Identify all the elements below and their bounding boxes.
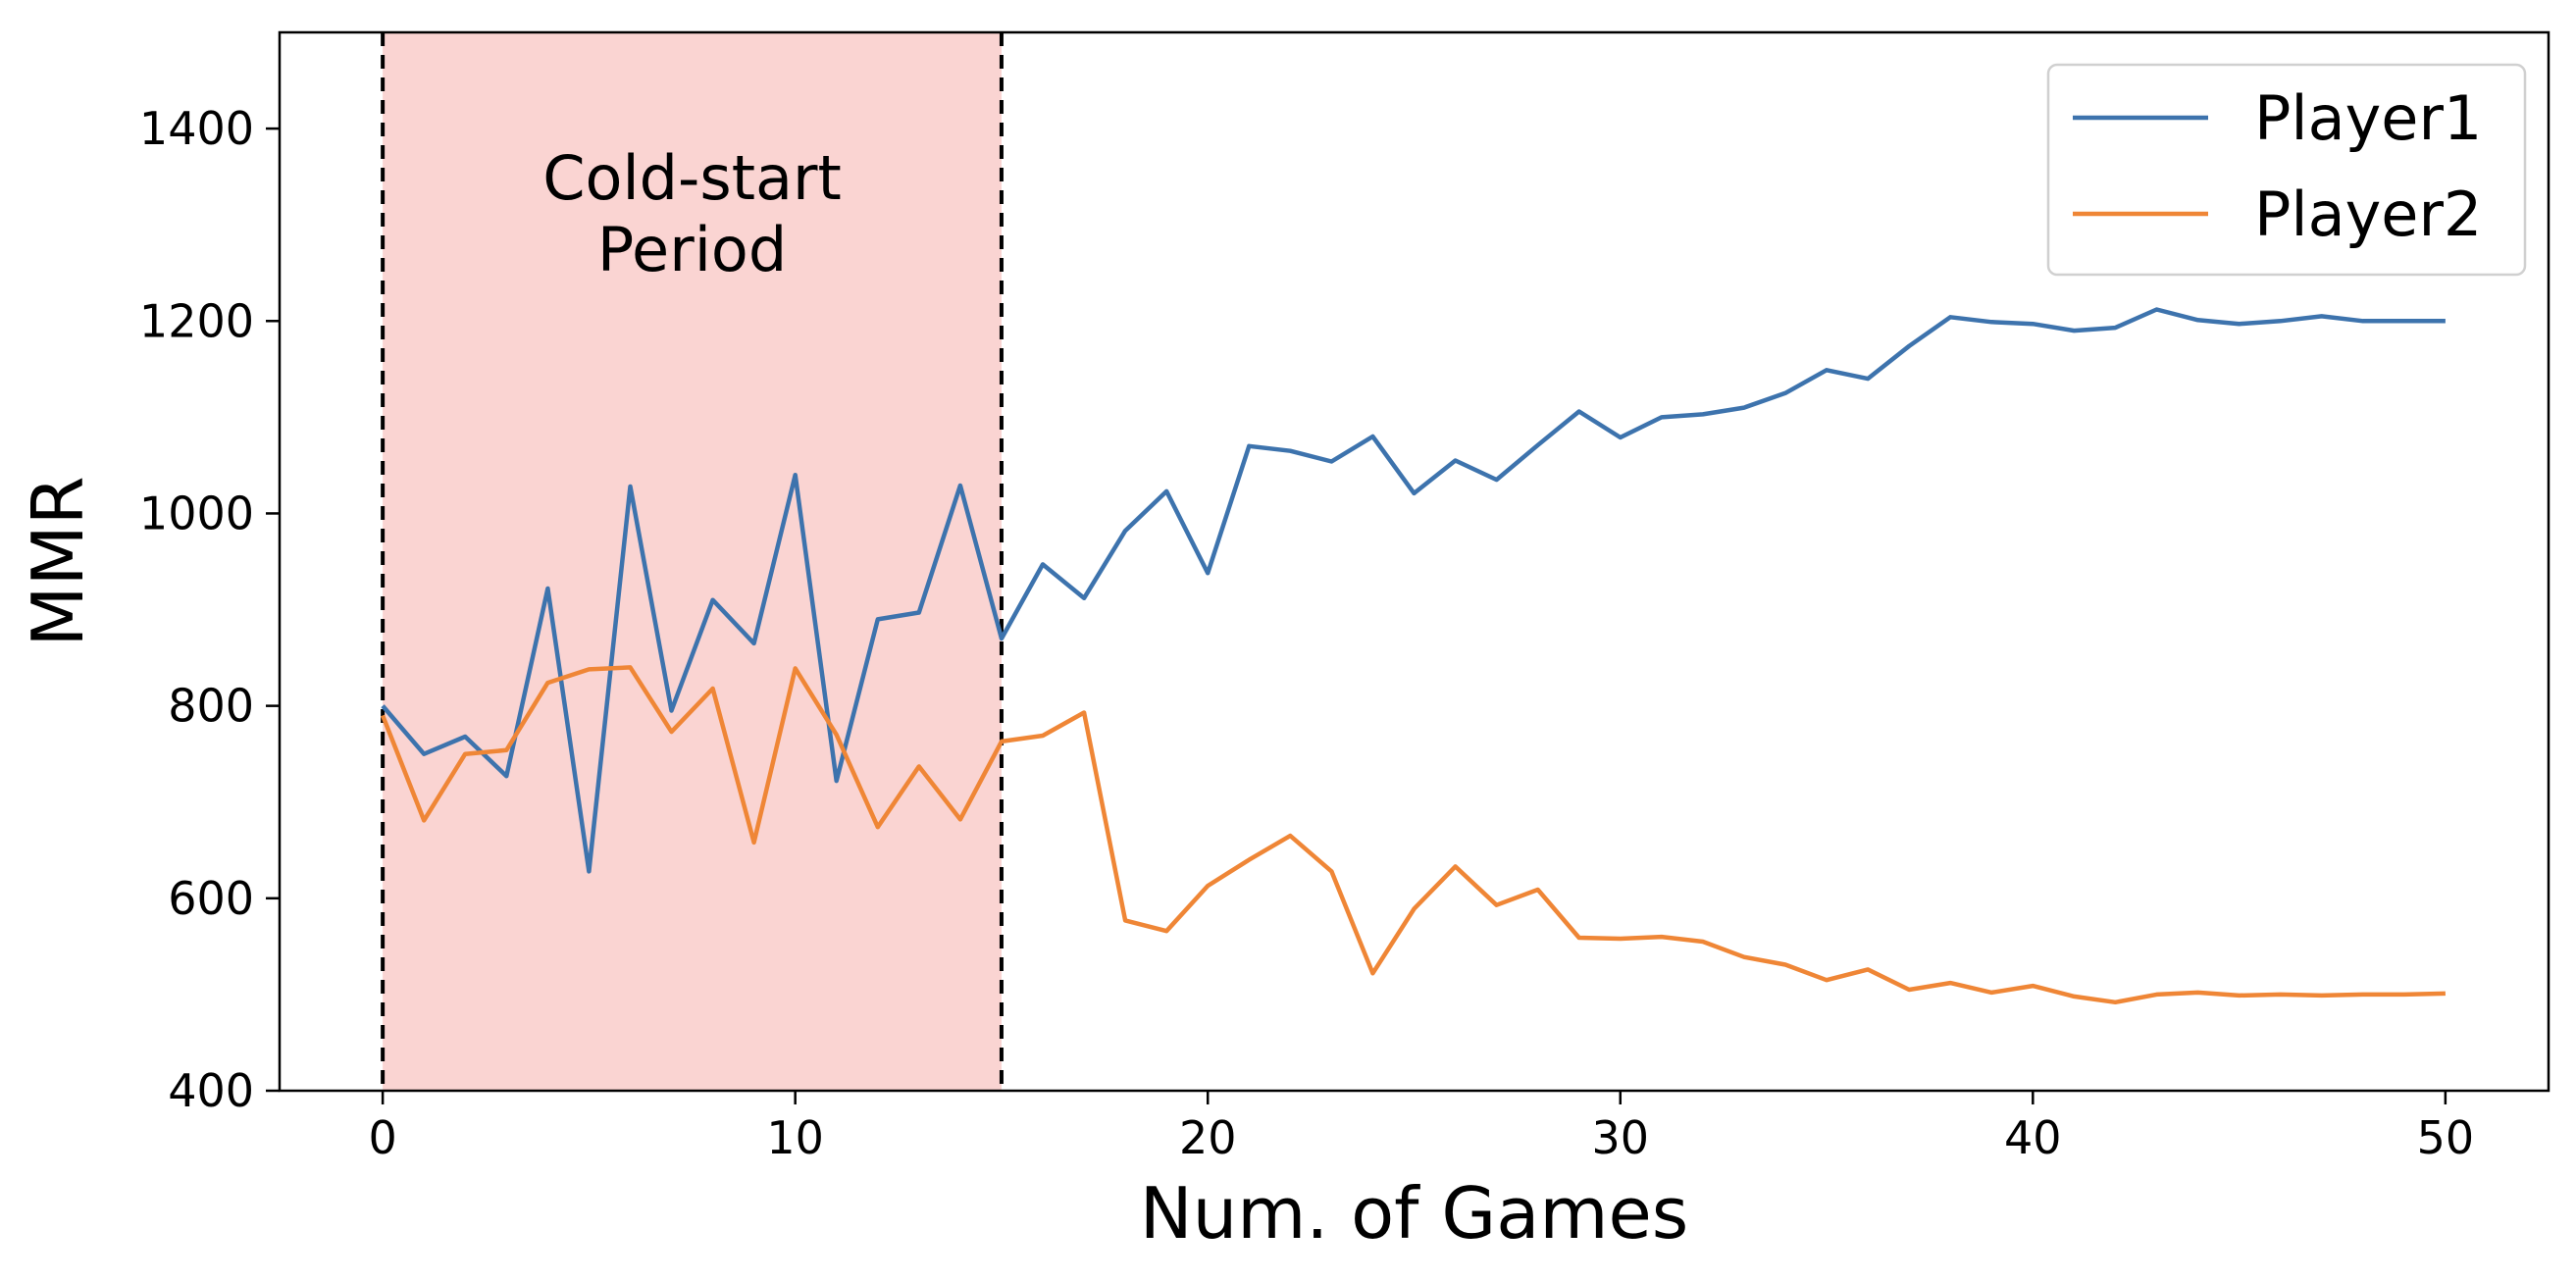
x-tick-label: 0	[368, 1111, 396, 1164]
y-axis-title: MMR	[17, 476, 99, 646]
y-tick-label: 600	[168, 872, 254, 925]
legend-label-player2: Player2	[2254, 179, 2482, 250]
x-tick-label: 40	[2004, 1111, 2062, 1164]
y-tick-label: 800	[168, 680, 254, 733]
x-tick-label: 20	[1179, 1111, 1237, 1164]
legend: Player1 Player2	[2046, 63, 2527, 277]
series-layer	[381, 307, 2446, 1005]
cold-start-label-line1: Cold-start	[542, 142, 842, 214]
y-tick-label: 400	[168, 1064, 254, 1117]
series-line-player2	[381, 665, 2446, 1005]
series-line-player1	[381, 307, 2446, 874]
legend-label-player1: Player1	[2254, 82, 2482, 154]
x-tick-label: 50	[2417, 1111, 2475, 1164]
y-tick-label: 1200	[139, 294, 254, 347]
y-tick-label: 1000	[139, 487, 254, 539]
x-axis: 0 10 20 30 40 50	[368, 1091, 2474, 1164]
x-tick-label: 30	[1591, 1111, 1649, 1164]
y-tick-label: 1400	[139, 102, 254, 155]
cold-start-label-line2: Period	[597, 214, 787, 285]
y-axis: 400 600 800 1000 1200 1400	[139, 102, 280, 1117]
plot-area-frame	[278, 30, 2550, 1093]
shaded-region: Cold-start Period	[381, 32, 1004, 1091]
x-tick-label: 10	[766, 1111, 824, 1164]
x-axis-title: Num. of Games	[1140, 1172, 1689, 1255]
cold-start-region	[383, 32, 1002, 1091]
